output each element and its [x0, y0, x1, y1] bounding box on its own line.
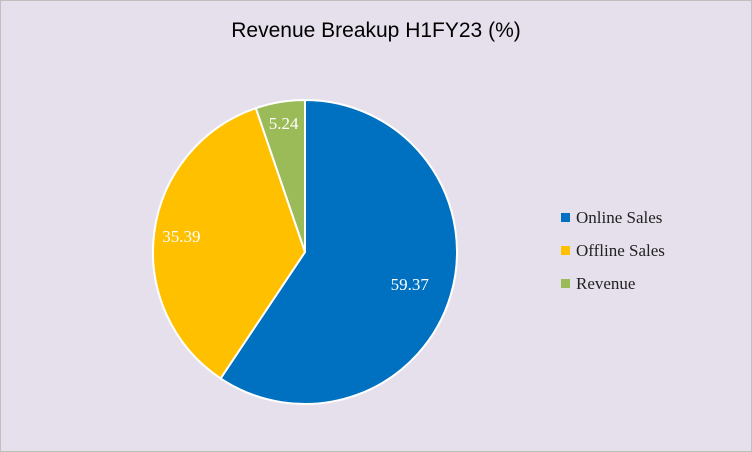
legend-label-online-sales: Online Sales — [576, 207, 663, 227]
legend-label-offline-sales: Offline Sales — [576, 240, 665, 260]
pie-slice-online-sales — [219, 98, 458, 405]
data-label-offline-sales: 35.39 — [162, 227, 200, 246]
pie-slice-revenue — [254, 98, 306, 253]
legend-item-revenue: Revenue — [561, 267, 665, 300]
pie-slice-offline-sales — [152, 106, 307, 380]
legend-swatch-online-sales — [561, 213, 570, 222]
legend-item-online-sales: Online Sales — [561, 201, 665, 234]
legend-swatch-offline-sales — [561, 246, 570, 255]
legend-label-revenue: Revenue — [576, 273, 636, 293]
legend-swatch-revenue — [561, 279, 570, 288]
legend-item-offline-sales: Offline Sales — [561, 234, 665, 267]
data-label-revenue: 5.24 — [269, 114, 299, 133]
chart-title: Revenue Breakup H1FY23 (%) — [231, 19, 521, 42]
legend: Online Sales Offline Sales Revenue — [561, 201, 665, 300]
data-label-online-sales: 59.37 — [391, 275, 430, 294]
